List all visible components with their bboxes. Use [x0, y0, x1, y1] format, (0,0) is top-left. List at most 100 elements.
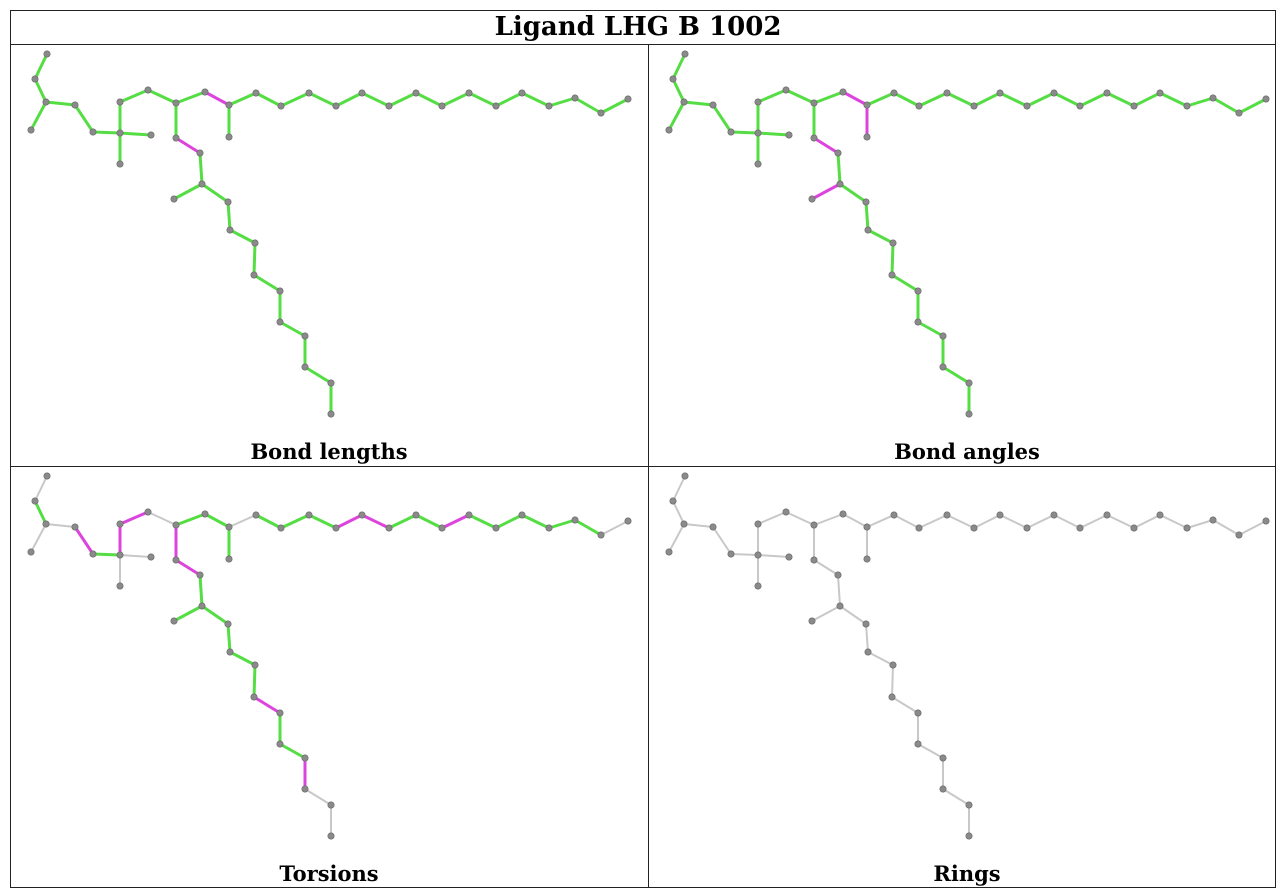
- bond-rings-unassessed: [837, 574, 841, 607]
- bond-rings-unassessed: [668, 523, 685, 553]
- bond-bond-angles-ok: [671, 77, 686, 104]
- bond-rings-unassessed: [813, 513, 844, 526]
- atom: [116, 129, 124, 137]
- atom: [1076, 102, 1084, 110]
- atom: [225, 523, 233, 531]
- atom: [889, 661, 897, 669]
- atom: [251, 661, 259, 669]
- bond-bond-lengths-ok: [228, 228, 257, 245]
- atom: [808, 195, 816, 203]
- atom: [89, 550, 97, 558]
- bond-rings-unassessed: [1238, 520, 1267, 536]
- bond-torsions-unassessed: [600, 520, 629, 536]
- atom: [914, 318, 922, 326]
- bond-bond-lengths-ok: [146, 88, 178, 105]
- atom: [1262, 95, 1270, 103]
- atom: [597, 531, 605, 539]
- bond-bond-lengths-ok: [279, 91, 311, 108]
- bond-torsions-outlier: [252, 695, 282, 715]
- bond-bond-lengths-ok: [547, 96, 577, 108]
- atom: [669, 497, 677, 505]
- bond-torsions-ok: [33, 499, 48, 526]
- atom: [332, 102, 340, 110]
- bond-torsions-outlier: [73, 525, 95, 556]
- bond-rings-unassessed: [866, 514, 895, 528]
- bond-bond-angles-outlier: [810, 182, 842, 201]
- atom: [915, 102, 923, 110]
- bond-bond-lengths-ok: [573, 96, 603, 115]
- bond-rings-unassessed: [1212, 519, 1240, 536]
- atom: [492, 524, 500, 532]
- bond-bond-lengths-ok: [414, 91, 444, 108]
- atom: [196, 571, 204, 579]
- panel-label-torsions: Torsions: [279, 861, 379, 886]
- bond-torsions-outlier: [440, 513, 471, 530]
- atom: [1076, 524, 1084, 532]
- bond-bond-angles-ok: [865, 91, 896, 107]
- atom: [198, 180, 206, 188]
- atom: [939, 332, 947, 340]
- bond-torsions-outlier: [360, 513, 391, 530]
- atom: [754, 551, 762, 559]
- atom: [412, 511, 420, 519]
- atom: [665, 126, 673, 134]
- atom: [939, 363, 947, 371]
- bond-bond-lengths-ok: [118, 88, 150, 104]
- molecule-bond-angles: [665, 50, 1270, 418]
- bond-rings-unassessed: [891, 696, 919, 714]
- bond-torsions-unassessed: [304, 788, 332, 806]
- bond-torsions-ok: [228, 650, 257, 667]
- atom: [144, 86, 152, 94]
- bond-bond-lengths-ok: [226, 200, 232, 232]
- atom: [1183, 102, 1191, 110]
- atom: [965, 379, 973, 387]
- bond-bond-angles-ok: [682, 100, 715, 107]
- atom: [754, 98, 762, 106]
- atom: [385, 524, 393, 532]
- atom: [252, 511, 260, 519]
- atom: [27, 548, 35, 556]
- atom: [890, 511, 898, 519]
- bond-torsions-ok: [203, 512, 231, 529]
- atom: [863, 555, 871, 563]
- atom: [147, 131, 155, 139]
- atom: [226, 648, 234, 656]
- atom: [943, 511, 951, 519]
- atom: [226, 226, 234, 234]
- bond-torsions-ok: [520, 513, 551, 530]
- atom: [301, 785, 309, 793]
- bond-torsions-ok: [307, 513, 338, 530]
- bond-torsions-unassessed: [34, 475, 48, 502]
- atom: [839, 88, 847, 96]
- atom: [170, 195, 178, 203]
- bond-rings-unassessed: [865, 623, 869, 653]
- bond-bond-lengths-ok: [360, 91, 391, 108]
- atom: [42, 98, 50, 106]
- atom: [1130, 102, 1138, 110]
- bond-bond-angles-ok: [972, 91, 1002, 108]
- bond-rings-unassessed: [785, 511, 815, 526]
- atom: [492, 102, 500, 110]
- atom: [836, 602, 844, 610]
- bond-torsions-ok: [494, 513, 524, 530]
- bond-rings-unassessed: [867, 651, 894, 666]
- bond-rings-unassessed: [813, 559, 839, 576]
- atom: [996, 89, 1004, 97]
- bond-bond-angles-ok: [784, 88, 816, 105]
- atom: [836, 180, 844, 188]
- atom: [89, 128, 97, 136]
- atom: [785, 553, 793, 561]
- bond-bond-angles-ok: [890, 241, 895, 277]
- atom: [201, 510, 209, 518]
- atom: [277, 102, 285, 110]
- panel-label-bond-angles: Bond angles: [894, 439, 1040, 464]
- bond-bond-lengths-ok: [33, 52, 49, 81]
- atom: [914, 709, 922, 717]
- atom: [198, 602, 206, 610]
- atom: [1156, 89, 1164, 97]
- atom: [518, 89, 526, 97]
- atom: [172, 556, 180, 564]
- atom: [43, 472, 51, 480]
- atom: [970, 524, 978, 532]
